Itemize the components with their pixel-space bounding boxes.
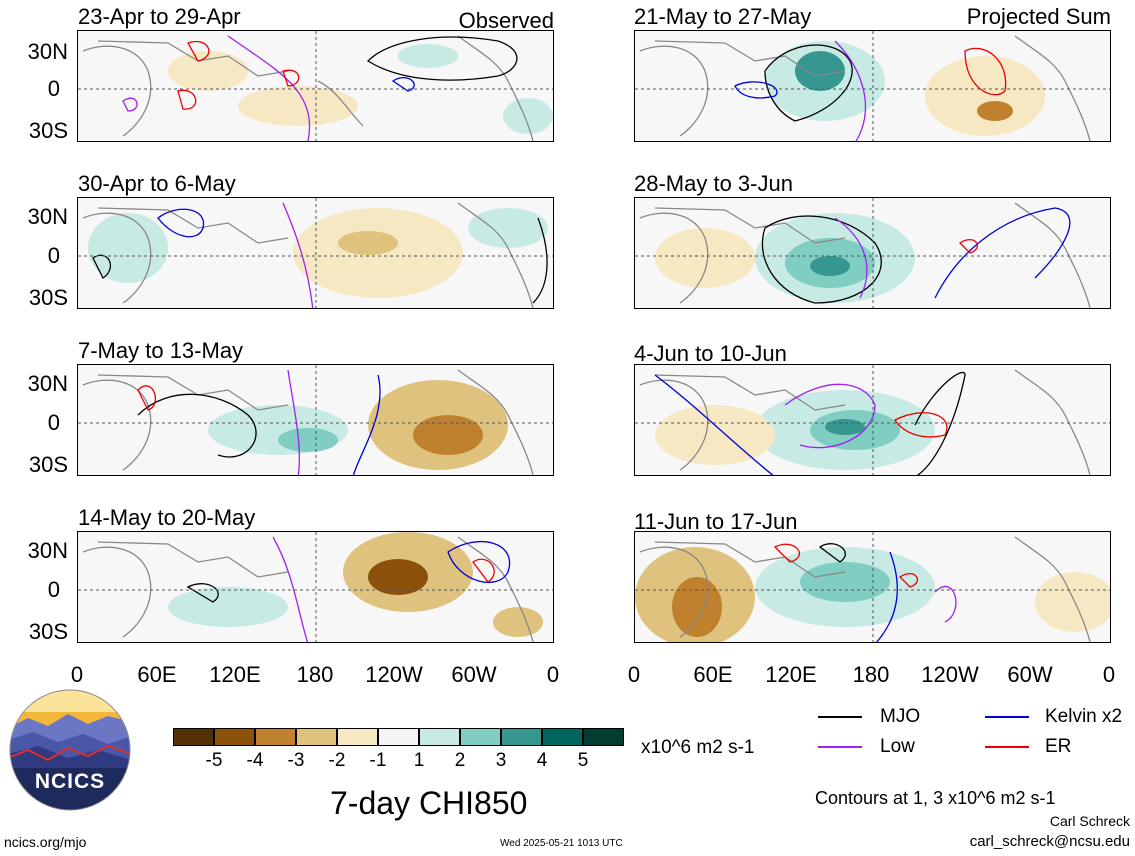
colorbar-swatch (460, 728, 501, 746)
panel-title-4: 14-May to 20-May (78, 505, 256, 530)
colorbar-tick-label: -3 (287, 750, 305, 771)
colorbar-swatch (542, 728, 583, 746)
contours-note: Contours at 1, 3 x10^6 m2 s-1 (815, 788, 1056, 808)
lon-label: 60W (1007, 662, 1053, 687)
panel-title-2: 30-Apr to 6-May (78, 171, 236, 196)
lat-label-30n: 30N (27, 204, 68, 229)
colorbar-tick-label: 1 (413, 750, 425, 771)
colorbar-tick-label: -2 (328, 750, 346, 771)
lon-label: 0 (70, 662, 84, 687)
logo-graphic (9, 689, 131, 811)
site-link[interactable]: ncics.org/mjo (4, 834, 87, 850)
legend-kelvin-label: Kelvin x2 (1045, 706, 1123, 727)
legend-mjo-line (818, 716, 862, 718)
author: Carl Schreck (1049, 813, 1130, 829)
panel-title-8: 11-Jun to 17-Jun (634, 509, 798, 534)
colorbar-swatch (583, 728, 624, 746)
lat-label-0: 0 (47, 243, 60, 268)
lon-label: 60E (693, 662, 733, 687)
map-panel-8 (634, 531, 1111, 643)
lon-label: 120E (209, 662, 261, 687)
lon-label: 60W (451, 662, 497, 687)
colorbar-swatch (296, 728, 337, 746)
lon-label: 180 (296, 662, 334, 687)
logo-text: NCICS (34, 770, 106, 793)
lat-label-30n: 30N (27, 371, 68, 396)
map-panel-4 (77, 531, 554, 643)
map-drawing (635, 532, 1110, 642)
lat-label-30n: 30N (27, 538, 68, 563)
panel-title-3: 7-May to 13-May (78, 338, 244, 363)
lat-label-0: 0 (47, 577, 60, 602)
legend-er-line (985, 746, 1029, 748)
map-drawing (78, 365, 553, 475)
main-title: 7-day CHI850 (330, 785, 528, 821)
panel-title-7: 4-Jun to 10-Jun (634, 341, 787, 366)
projected-label: Projected Sum (966, 4, 1111, 29)
colorbar-swatch (501, 728, 542, 746)
map-drawing (78, 31, 553, 141)
lon-label: 0 (546, 662, 560, 687)
colorbar-swatch (378, 728, 419, 746)
lon-label: 60E (137, 662, 177, 687)
author-email[interactable]: carl_schreck@ncsu.edu (969, 833, 1130, 850)
colorbar-swatch (255, 728, 296, 746)
legend-low-line (818, 746, 862, 748)
panel-title-6: 28-May to 3-Jun (634, 171, 793, 196)
colorbar-swatch (173, 728, 214, 746)
lon-label: 120W (365, 662, 423, 687)
colorbar-tick-label: 3 (495, 750, 507, 771)
map-drawing (635, 365, 1110, 475)
map-panel-1 (77, 30, 554, 142)
timestamp: Wed 2025-05-21 1013 UTC (500, 838, 623, 849)
colorbar-tick-label: -5 (205, 750, 223, 771)
lat-label-30s: 30S (28, 619, 68, 644)
map-panel-3 (77, 364, 554, 476)
observed-label: Observed (458, 8, 554, 33)
colorbar-swatch (337, 728, 378, 746)
lat-label-30s: 30S (28, 452, 68, 477)
map-panel-5 (634, 30, 1111, 142)
legend-mjo-label: MJO (880, 706, 921, 727)
panel-title-5: 21-May to 27-May (634, 4, 812, 29)
map-panel-2 (77, 197, 554, 309)
colorbar-units: x10^6 m2 s-1 (641, 737, 755, 758)
lat-label-0: 0 (47, 76, 60, 101)
colorbar-tick-label: -1 (369, 750, 387, 771)
map-panel-6 (634, 197, 1111, 309)
lon-label: 120E (765, 662, 817, 687)
map-drawing (78, 532, 553, 642)
colorbar-tick-label: -4 (246, 750, 264, 771)
map-panel-7 (634, 364, 1111, 476)
lon-label: 0 (1102, 662, 1116, 687)
lon-label: 180 (852, 662, 890, 687)
ncics-logo: NCICS (8, 688, 132, 812)
colorbar-tick-label: 4 (536, 750, 548, 771)
colorbar-tick-label: 5 (577, 750, 589, 771)
colorbar-swatch (419, 728, 460, 746)
lat-label-30s: 30S (28, 118, 68, 143)
lon-label: 120W (921, 662, 979, 687)
map-drawing (78, 198, 553, 308)
lat-label-0: 0 (47, 410, 60, 435)
lat-label-30n: 30N (27, 39, 68, 64)
legend-er-label: ER (1045, 736, 1072, 757)
colorbar-tick-label: 2 (454, 750, 466, 771)
map-drawing (635, 198, 1110, 308)
lat-label-30s: 30S (28, 285, 68, 310)
colorbar-swatch (214, 728, 255, 746)
panel-title-1: 23-Apr to 29-Apr (78, 4, 241, 29)
legend-kelvin-line (985, 716, 1029, 718)
map-drawing (635, 31, 1110, 141)
lon-label: 0 (627, 662, 641, 687)
legend-low-label: Low (880, 736, 915, 757)
